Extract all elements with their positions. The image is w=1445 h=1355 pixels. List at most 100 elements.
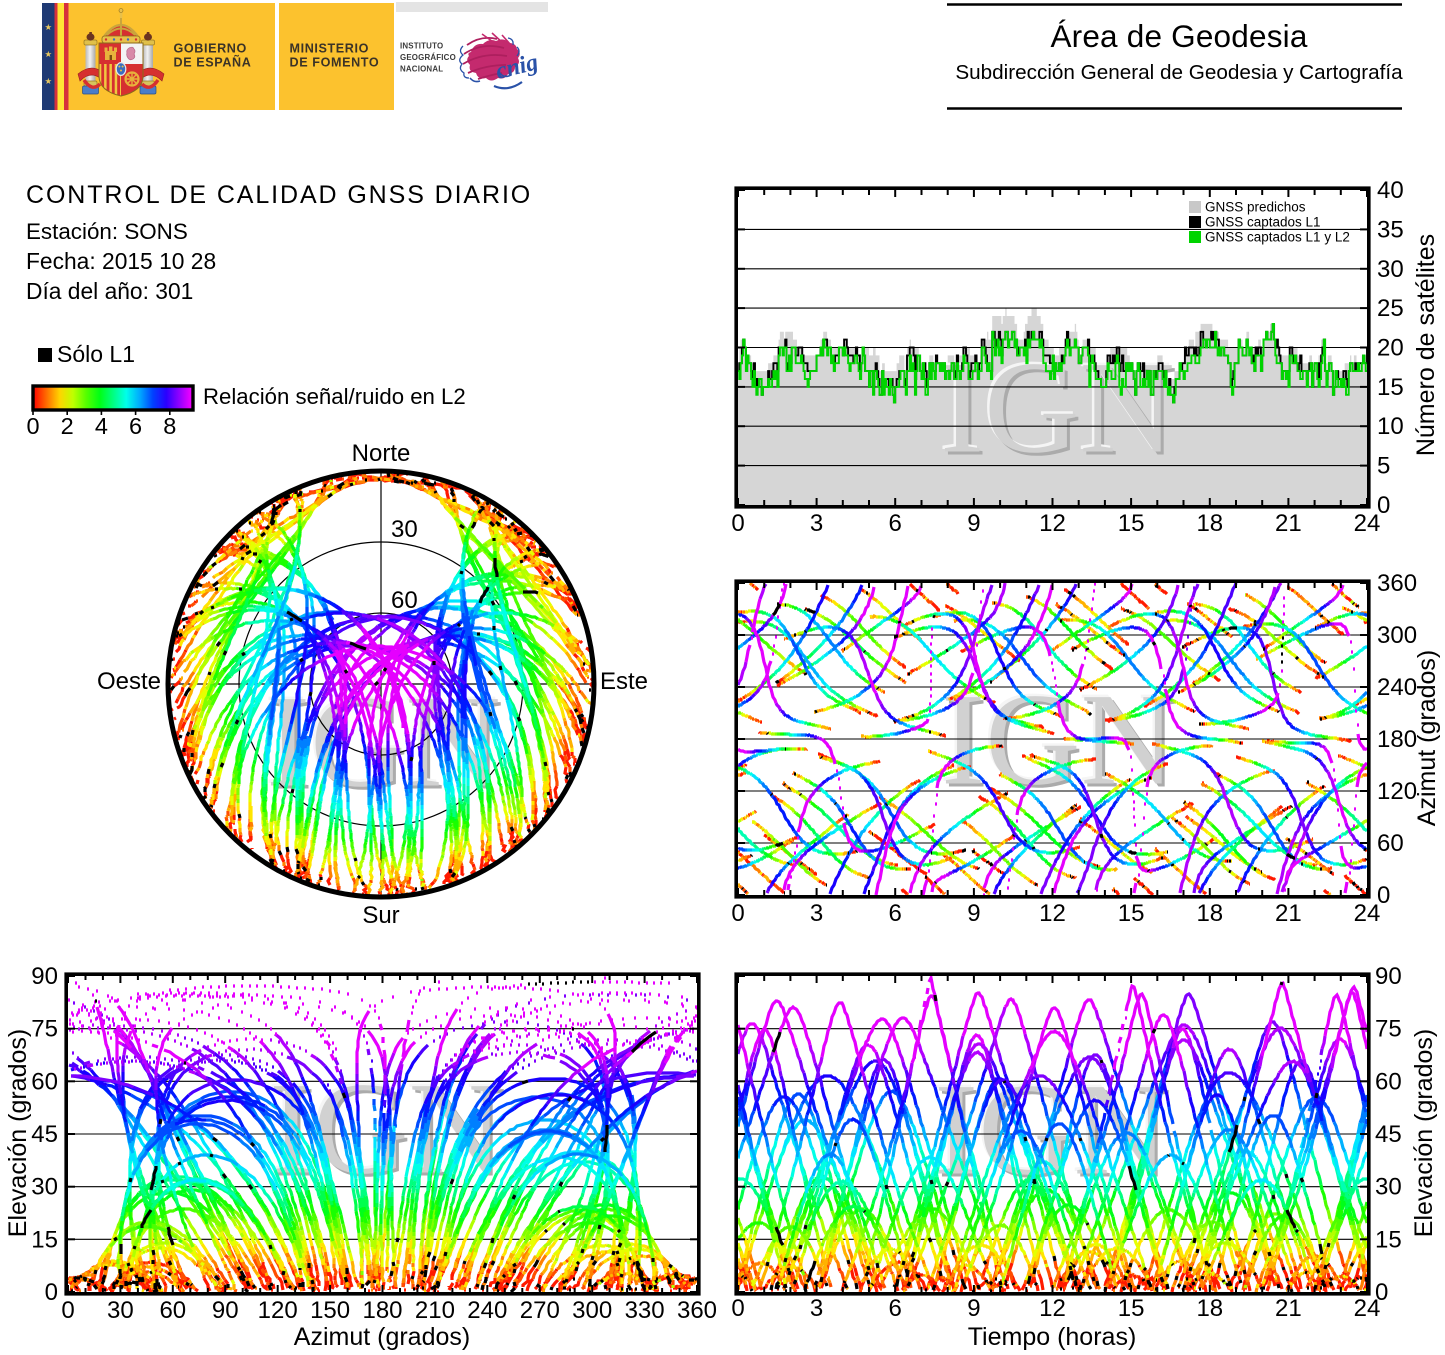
svg-text:Área de Geodesia: Área de Geodesia	[1050, 18, 1307, 54]
svg-text:Estación: SONS: Estación: SONS	[26, 219, 188, 244]
svg-text:INSTITUTO: INSTITUTO	[400, 42, 443, 51]
svg-text:21: 21	[1275, 900, 1302, 927]
svg-text:240: 240	[467, 1297, 507, 1324]
svg-text:12: 12	[1039, 1295, 1066, 1322]
svg-text:3: 3	[810, 900, 823, 927]
svg-text:15: 15	[1375, 1226, 1402, 1253]
svg-text:0: 0	[26, 413, 39, 439]
svg-text:Oeste: Oeste	[97, 668, 161, 695]
svg-text:IGN: IGN	[940, 334, 1175, 481]
svg-text:6: 6	[889, 1295, 902, 1322]
svg-text:40: 40	[1377, 177, 1404, 204]
svg-text:0: 0	[731, 510, 744, 537]
svg-text:4: 4	[95, 413, 108, 439]
svg-text:NACIONAL: NACIONAL	[400, 65, 443, 74]
svg-text:330: 330	[625, 1297, 665, 1324]
svg-text:15: 15	[1118, 900, 1145, 927]
svg-text:20: 20	[1377, 335, 1404, 362]
svg-text:24: 24	[1354, 900, 1381, 927]
svg-text:GEOGRÁFICO: GEOGRÁFICO	[400, 53, 456, 62]
svg-text:90: 90	[31, 963, 58, 990]
svg-text:12: 12	[1039, 900, 1066, 927]
svg-text:9: 9	[967, 1295, 980, 1322]
svg-text:GOBIERNO: GOBIERNO	[174, 42, 247, 56]
svg-text:★: ★	[44, 76, 52, 86]
svg-text:0: 0	[731, 1295, 744, 1322]
svg-text:CONTROL DE CALIDAD GNSS DIARIO: CONTROL DE CALIDAD GNSS DIARIO	[26, 181, 532, 209]
svg-text:120: 120	[258, 1297, 298, 1324]
svg-text:360: 360	[1377, 570, 1417, 597]
svg-text:24: 24	[1354, 1295, 1381, 1322]
svg-text:GNSS captados L1: GNSS captados L1	[1205, 215, 1321, 230]
svg-text:Subdirección General de Geodes: Subdirección General de Geodesia y Carto…	[955, 61, 1403, 84]
svg-text:60: 60	[1375, 1068, 1402, 1095]
svg-text:30: 30	[31, 1174, 58, 1201]
svg-text:Sur: Sur	[362, 902, 399, 929]
svg-text:DE FOMENTO: DE FOMENTO	[290, 56, 380, 70]
svg-text:Día del año: 301: Día del año: 301	[26, 278, 193, 304]
svg-text:Norte: Norte	[352, 440, 411, 467]
svg-text:90: 90	[212, 1297, 239, 1324]
svg-text:8: 8	[163, 413, 176, 439]
svg-text:270: 270	[520, 1297, 560, 1324]
svg-text:★: ★	[44, 49, 52, 59]
svg-text:Relación señal/ruido en L2: Relación señal/ruido en L2	[203, 384, 466, 409]
svg-text:10: 10	[1377, 413, 1404, 440]
svg-text:150: 150	[310, 1297, 350, 1324]
svg-text:MINISTERIO: MINISTERIO	[290, 42, 369, 56]
svg-text:30: 30	[107, 1297, 134, 1324]
svg-text:5: 5	[1377, 453, 1390, 480]
svg-text:GNSS predichos: GNSS predichos	[1205, 200, 1306, 215]
svg-text:300: 300	[572, 1297, 612, 1324]
svg-text:Elevación (grados): Elevación (grados)	[1410, 1029, 1438, 1237]
svg-text:6: 6	[129, 413, 142, 439]
svg-text:Este: Este	[600, 668, 648, 695]
svg-text:25: 25	[1377, 295, 1404, 322]
svg-text:3: 3	[810, 510, 823, 537]
svg-text:21: 21	[1275, 510, 1302, 537]
svg-text:15: 15	[1118, 510, 1145, 537]
svg-text:15: 15	[1377, 374, 1404, 401]
svg-text:Azimut (grados): Azimut (grados)	[294, 1323, 470, 1350]
svg-text:60: 60	[159, 1297, 186, 1324]
svg-text:45: 45	[1375, 1121, 1402, 1148]
svg-text:18: 18	[1196, 900, 1223, 927]
svg-text:0: 0	[731, 900, 744, 927]
svg-text:30: 30	[1377, 256, 1404, 283]
svg-text:300: 300	[1377, 622, 1417, 649]
svg-text:15: 15	[1118, 1295, 1145, 1322]
svg-text:★: ★	[44, 22, 52, 32]
svg-text:12: 12	[1039, 510, 1066, 537]
svg-text:120: 120	[1377, 778, 1417, 805]
svg-text:60: 60	[1377, 830, 1404, 857]
svg-text:9: 9	[967, 510, 980, 537]
svg-text:24: 24	[1354, 510, 1381, 537]
svg-text:75: 75	[31, 1016, 58, 1043]
svg-text:45: 45	[31, 1121, 58, 1148]
svg-text:Fecha: 2015 10 28: Fecha: 2015 10 28	[26, 248, 216, 274]
svg-text:60: 60	[391, 587, 418, 614]
svg-text:0: 0	[1377, 882, 1390, 909]
svg-text:18: 18	[1196, 1295, 1223, 1322]
svg-text:6: 6	[889, 900, 902, 927]
svg-text:35: 35	[1377, 216, 1404, 243]
svg-text:0: 0	[1377, 492, 1390, 519]
svg-text:Elevación (grados): Elevación (grados)	[4, 1029, 32, 1237]
svg-text:0: 0	[45, 1279, 58, 1306]
svg-text:6: 6	[889, 510, 902, 537]
svg-text:240: 240	[1377, 674, 1417, 701]
svg-text:18: 18	[1196, 510, 1223, 537]
svg-text:0: 0	[1375, 1279, 1388, 1306]
svg-text:3: 3	[810, 1295, 823, 1322]
svg-text:GNSS captados L1 y L2: GNSS captados L1 y L2	[1205, 230, 1350, 245]
svg-text:15: 15	[31, 1226, 58, 1253]
svg-text:0: 0	[61, 1297, 74, 1324]
svg-text:30: 30	[391, 516, 418, 543]
svg-text:Azimut (grados): Azimut (grados)	[1413, 650, 1441, 826]
svg-text:Tiempo (horas): Tiempo (horas)	[968, 1323, 1137, 1350]
svg-text:Sólo L1: Sólo L1	[57, 341, 135, 367]
svg-text:Número de satélites: Número de satélites	[1412, 234, 1440, 456]
svg-text:60: 60	[31, 1068, 58, 1095]
svg-text:360: 360	[677, 1297, 717, 1324]
svg-text:75: 75	[1375, 1016, 1402, 1043]
